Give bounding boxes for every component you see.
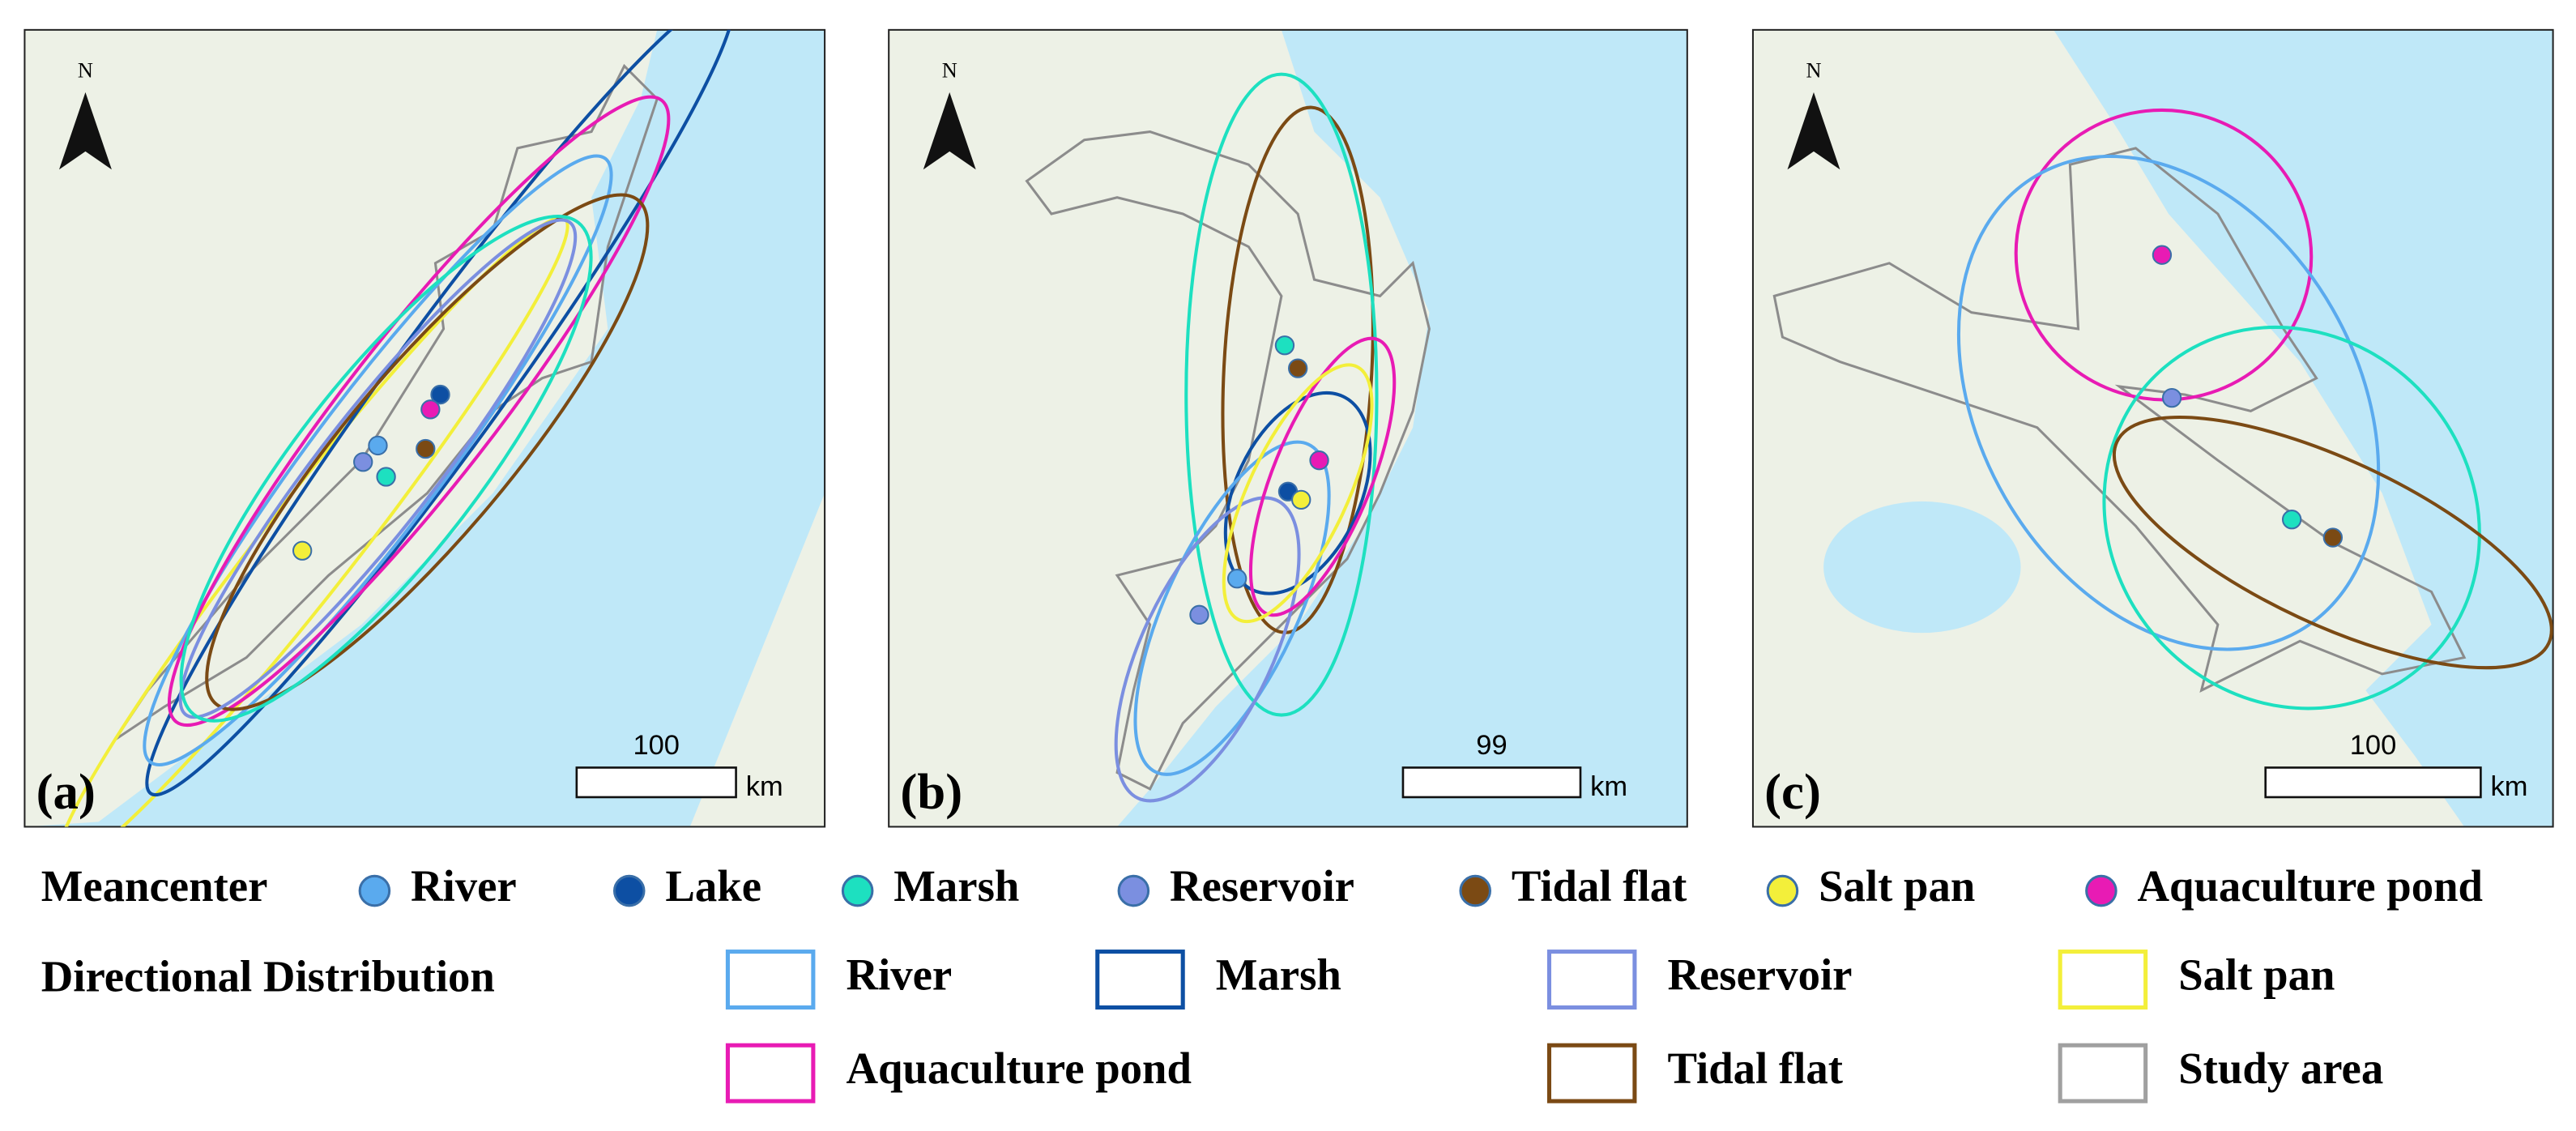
overlay xyxy=(1956,108,2553,711)
mean-center xyxy=(1274,335,1295,356)
legend-label: Lake xyxy=(665,861,761,911)
legend-marker xyxy=(358,874,391,907)
mean-center xyxy=(2152,245,2173,265)
scale-unit: km xyxy=(2491,771,2528,802)
mean-center xyxy=(2281,510,2302,530)
mean-center xyxy=(2161,387,2182,408)
scale-value: 99 xyxy=(1476,730,1507,761)
north-label: N xyxy=(1806,59,1821,83)
mean-center xyxy=(1291,489,1311,510)
directional-ellipse xyxy=(2102,325,2481,711)
panel-label: (c) xyxy=(1764,763,1821,820)
mean-center xyxy=(420,399,441,420)
directional-ellipse xyxy=(2014,108,2314,402)
map-c xyxy=(1752,29,2553,827)
directional-ellipse xyxy=(167,95,671,728)
scale-bar xyxy=(2264,766,2482,799)
mean-center xyxy=(1287,358,1308,378)
mean-center xyxy=(1309,450,1329,471)
legend-label: Salt pan xyxy=(1819,861,1975,911)
directional-ellipse xyxy=(1222,363,1374,624)
legend-label: River xyxy=(411,861,517,911)
legend-label: Aquaculture pond xyxy=(846,1044,1191,1093)
directional-ellipse xyxy=(2112,416,2553,670)
north-label: N xyxy=(78,59,93,83)
mean-center xyxy=(353,452,373,472)
legend-label: Marsh xyxy=(1216,950,1341,1000)
legend-swatch xyxy=(1546,1043,1637,1103)
overlay xyxy=(1114,72,1397,803)
legend-swatch xyxy=(1546,950,1637,1010)
legend-label: Aquaculture pond xyxy=(2138,861,2483,911)
mean-center xyxy=(368,435,388,456)
legend-title: Directional Distribution xyxy=(41,952,495,1001)
mean-center xyxy=(376,467,396,487)
legend-label: Reservoir xyxy=(1667,950,1852,1000)
directional-ellipse xyxy=(1956,154,2381,651)
directional-ellipse xyxy=(179,215,593,723)
legend-swatch xyxy=(2058,1043,2148,1103)
legend-swatch xyxy=(1095,950,1185,1010)
legend-label: Study area xyxy=(2178,1044,2383,1093)
legend-label: Tidal flat xyxy=(1667,1044,1843,1093)
panel-frame xyxy=(888,28,1688,828)
scale-bar xyxy=(1401,766,1582,799)
mean-center xyxy=(2322,527,2344,548)
north-arrow xyxy=(1787,92,1840,170)
north-arrow xyxy=(923,92,976,170)
mean-center xyxy=(292,540,313,561)
directional-ellipse xyxy=(205,193,650,711)
legend-label: Tidal flat xyxy=(1512,861,1687,911)
directional-ellipse xyxy=(1184,72,1379,717)
mean-center xyxy=(1189,604,1209,625)
legend-marker xyxy=(612,874,646,907)
mean-center xyxy=(416,438,436,459)
scale-unit: km xyxy=(746,771,783,802)
legend-label: Marsh xyxy=(893,861,1019,911)
mean-center xyxy=(1226,569,1247,589)
scale-value: 100 xyxy=(633,730,680,761)
legend-marker xyxy=(2085,874,2118,907)
directional-ellipse xyxy=(1114,496,1301,803)
scale-bar xyxy=(575,766,737,799)
map-b xyxy=(889,29,1687,827)
scale-value: 100 xyxy=(2350,730,2397,761)
north-arrow xyxy=(59,92,112,170)
panel-label: (b) xyxy=(900,763,962,820)
legend-label: River xyxy=(846,950,952,1000)
directional-ellipse xyxy=(178,218,578,719)
directional-ellipse xyxy=(143,154,613,766)
scale-unit: km xyxy=(1590,771,1627,802)
panel-frame xyxy=(23,28,826,828)
legend-swatch xyxy=(2058,950,2148,1010)
legend-swatch xyxy=(725,950,816,1010)
mean-center xyxy=(430,384,450,405)
overlay xyxy=(54,29,736,827)
legend-marker xyxy=(841,874,874,907)
legend-marker xyxy=(1117,874,1150,907)
map-a xyxy=(24,29,825,827)
panel-frame xyxy=(1751,28,2554,828)
legend-marker xyxy=(1766,874,1799,907)
legend-title: Meancenter xyxy=(41,861,268,911)
panel-label: (a) xyxy=(36,763,96,820)
legend-marker xyxy=(1459,874,1491,907)
legend-label: Salt pan xyxy=(2178,950,2335,1000)
legend-swatch xyxy=(725,1043,816,1103)
legend-label: Reservoir xyxy=(1170,861,1354,911)
directional-ellipse xyxy=(1133,440,1331,776)
north-label: N xyxy=(942,59,957,83)
